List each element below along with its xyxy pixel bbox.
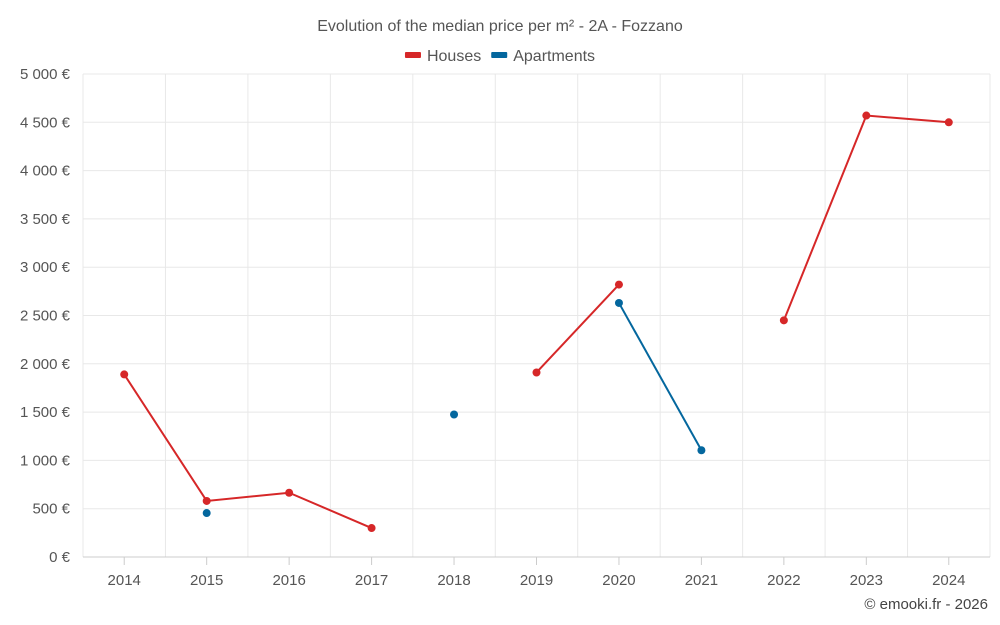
data-point-houses[interactable] bbox=[120, 370, 129, 379]
x-tick-label: 2019 bbox=[520, 572, 553, 589]
x-tick-label: 2022 bbox=[767, 572, 800, 589]
series-apartments bbox=[202, 298, 706, 518]
y-tick-label: 1 500 € bbox=[20, 404, 71, 421]
credit-text: © emooki.fr - 2026 bbox=[864, 596, 988, 613]
legend-swatch bbox=[491, 52, 508, 58]
data-point-houses[interactable] bbox=[532, 368, 541, 377]
x-tick-label: 2021 bbox=[685, 572, 718, 589]
data-point-houses[interactable] bbox=[779, 316, 788, 325]
legend-item-apartments[interactable]: Apartments bbox=[491, 48, 595, 65]
x-tick-label: 2024 bbox=[932, 572, 965, 589]
data-point-houses[interactable] bbox=[862, 111, 871, 120]
y-tick-label: 4 000 € bbox=[20, 163, 71, 180]
data-point-houses[interactable] bbox=[614, 280, 623, 289]
data-point-apartments[interactable] bbox=[202, 509, 211, 518]
data-point-houses[interactable] bbox=[202, 496, 211, 505]
y-tick-label: 1 000 € bbox=[20, 452, 71, 469]
legend-item-houses[interactable]: Houses bbox=[404, 48, 481, 65]
x-tick-label: 2014 bbox=[108, 572, 141, 589]
chart-title: Evolution of the median price per m² - 2… bbox=[317, 18, 683, 35]
legend-label: Apartments bbox=[513, 48, 595, 65]
x-tick-label: 2023 bbox=[850, 572, 883, 589]
y-tick-label: 3 000 € bbox=[20, 259, 71, 276]
series-houses bbox=[120, 111, 953, 533]
data-point-apartments[interactable] bbox=[614, 298, 623, 307]
legend-label: Houses bbox=[427, 48, 481, 65]
data-point-apartments[interactable] bbox=[697, 446, 706, 455]
series-line-houses bbox=[782, 114, 949, 321]
series-line-houses bbox=[535, 283, 620, 374]
data-point-houses[interactable] bbox=[367, 524, 376, 533]
legend: Houses Apartments bbox=[404, 48, 595, 65]
y-tick-label: 2 000 € bbox=[20, 356, 71, 373]
legend-swatch bbox=[404, 52, 421, 58]
y-tick-label: 3 500 € bbox=[20, 211, 71, 228]
data-point-apartments[interactable] bbox=[450, 410, 459, 419]
data-point-houses[interactable] bbox=[285, 488, 294, 497]
x-tick-label: 2017 bbox=[355, 572, 388, 589]
y-tick-label: 0 € bbox=[49, 549, 71, 566]
x-tick-label: 2016 bbox=[272, 572, 305, 589]
series-line-houses bbox=[123, 373, 372, 529]
series-line-apartments bbox=[618, 302, 703, 451]
series bbox=[120, 111, 953, 533]
grid bbox=[82, 73, 991, 558]
y-tick-label: 500 € bbox=[32, 501, 70, 518]
x-tick-label: 2015 bbox=[190, 572, 223, 589]
y-axis: 0 € 500 € 1 000 € 1 500 € 2 000 € 2 500 € 3 00… bbox=[20, 66, 71, 566]
y-tick-label: 4 500 € bbox=[20, 114, 71, 131]
x-tick-label: 2020 bbox=[602, 572, 635, 589]
data-point-houses[interactable] bbox=[944, 118, 953, 127]
x-tick-label: 2018 bbox=[437, 572, 470, 589]
x-axis: 2014 2015 2016 2017 2018 2019 2020 2021 2022 2023… bbox=[83, 556, 990, 589]
y-tick-label: 2 500 € bbox=[20, 308, 71, 325]
y-tick-label: 5 000 € bbox=[20, 66, 71, 83]
